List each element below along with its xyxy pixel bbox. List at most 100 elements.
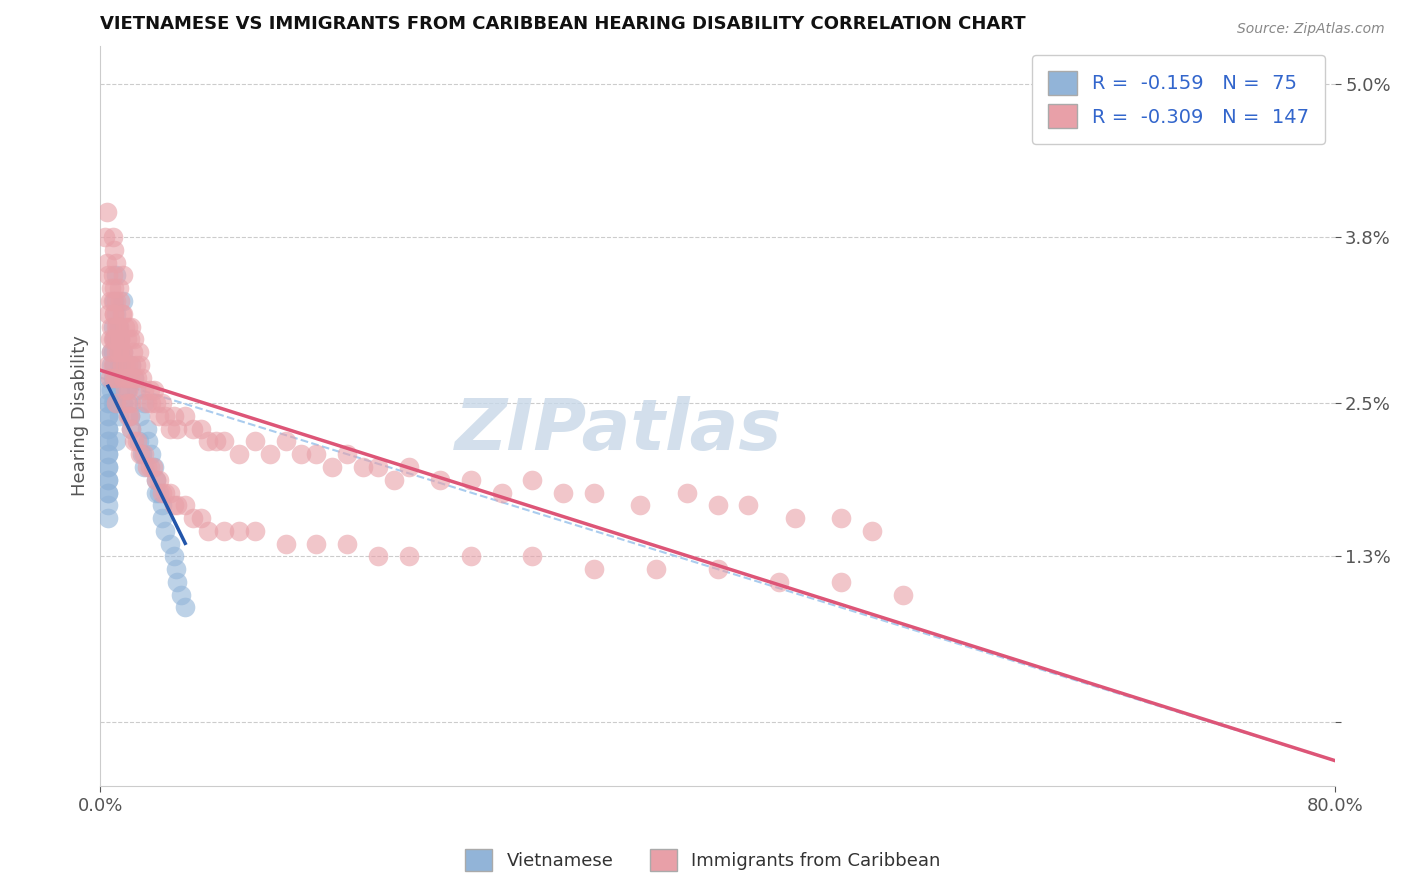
- Point: [111, 345, 134, 359]
- Point: [159, 485, 181, 500]
- Point: [644, 562, 666, 576]
- Point: [830, 574, 852, 589]
- Point: [98, 293, 121, 308]
- Point: [103, 281, 125, 295]
- Point: [111, 307, 134, 321]
- Point: [112, 396, 135, 410]
- Point: [97, 370, 120, 384]
- Text: Source: ZipAtlas.com: Source: ZipAtlas.com: [1237, 22, 1385, 37]
- Point: [104, 345, 127, 359]
- Point: [145, 473, 167, 487]
- Point: [153, 485, 176, 500]
- Point: [135, 422, 157, 436]
- Point: [101, 370, 124, 384]
- Point: [104, 332, 127, 346]
- Point: [153, 524, 176, 538]
- Point: [132, 447, 155, 461]
- Point: [97, 473, 120, 487]
- Point: [103, 307, 125, 321]
- Point: [104, 307, 127, 321]
- Point: [97, 485, 120, 500]
- Point: [148, 485, 170, 500]
- Point: [117, 384, 139, 398]
- Point: [148, 473, 170, 487]
- Point: [97, 422, 120, 436]
- Point: [768, 574, 790, 589]
- Point: [114, 384, 136, 398]
- Point: [128, 434, 150, 449]
- Point: [159, 536, 181, 550]
- Point: [118, 332, 141, 346]
- Point: [181, 511, 204, 525]
- Point: [112, 293, 135, 308]
- Point: [103, 332, 125, 346]
- Point: [522, 473, 544, 487]
- Point: [108, 281, 131, 295]
- Point: [104, 268, 127, 283]
- Point: [97, 384, 120, 398]
- Point: [132, 460, 155, 475]
- Point: [169, 588, 191, 602]
- Point: [212, 524, 235, 538]
- Point: [97, 396, 120, 410]
- Point: [121, 345, 143, 359]
- Point: [104, 370, 127, 384]
- Point: [128, 345, 150, 359]
- Point: [243, 524, 266, 538]
- Point: [97, 409, 120, 423]
- Point: [190, 511, 212, 525]
- Point: [98, 332, 121, 346]
- Point: [259, 447, 281, 461]
- Point: [174, 409, 197, 423]
- Point: [115, 370, 138, 384]
- Point: [138, 384, 160, 398]
- Point: [104, 370, 127, 384]
- Point: [94, 230, 117, 244]
- Point: [112, 345, 135, 359]
- Point: [100, 345, 122, 359]
- Point: [97, 473, 120, 487]
- Point: [891, 588, 914, 602]
- Point: [111, 358, 134, 372]
- Point: [145, 485, 167, 500]
- Point: [111, 358, 134, 372]
- Point: [553, 485, 575, 500]
- Point: [117, 319, 139, 334]
- Point: [104, 396, 127, 410]
- Point: [98, 370, 121, 384]
- Point: [117, 409, 139, 423]
- Point: [97, 434, 120, 449]
- Point: [108, 345, 131, 359]
- Point: [197, 524, 219, 538]
- Point: [96, 204, 118, 219]
- Legend: R =  -0.159   N =  75, R =  -0.309   N =  147: R = -0.159 N = 75, R = -0.309 N = 147: [1032, 55, 1324, 144]
- Point: [305, 536, 328, 550]
- Point: [522, 549, 544, 564]
- Point: [97, 460, 120, 475]
- Point: [103, 293, 125, 308]
- Point: [97, 396, 120, 410]
- Point: [125, 358, 148, 372]
- Point: [108, 319, 131, 334]
- Point: [115, 396, 138, 410]
- Point: [460, 473, 482, 487]
- Point: [110, 332, 132, 346]
- Point: [100, 358, 122, 372]
- Point: [150, 485, 173, 500]
- Point: [129, 358, 152, 372]
- Point: [103, 358, 125, 372]
- Point: [103, 307, 125, 321]
- Point: [205, 434, 228, 449]
- Point: [141, 396, 163, 410]
- Point: [429, 473, 451, 487]
- Point: [190, 422, 212, 436]
- Point: [118, 409, 141, 423]
- Point: [148, 409, 170, 423]
- Point: [100, 319, 122, 334]
- Point: [460, 549, 482, 564]
- Point: [132, 384, 155, 398]
- Point: [150, 396, 173, 410]
- Point: [97, 511, 120, 525]
- Point: [104, 332, 127, 346]
- Point: [382, 473, 405, 487]
